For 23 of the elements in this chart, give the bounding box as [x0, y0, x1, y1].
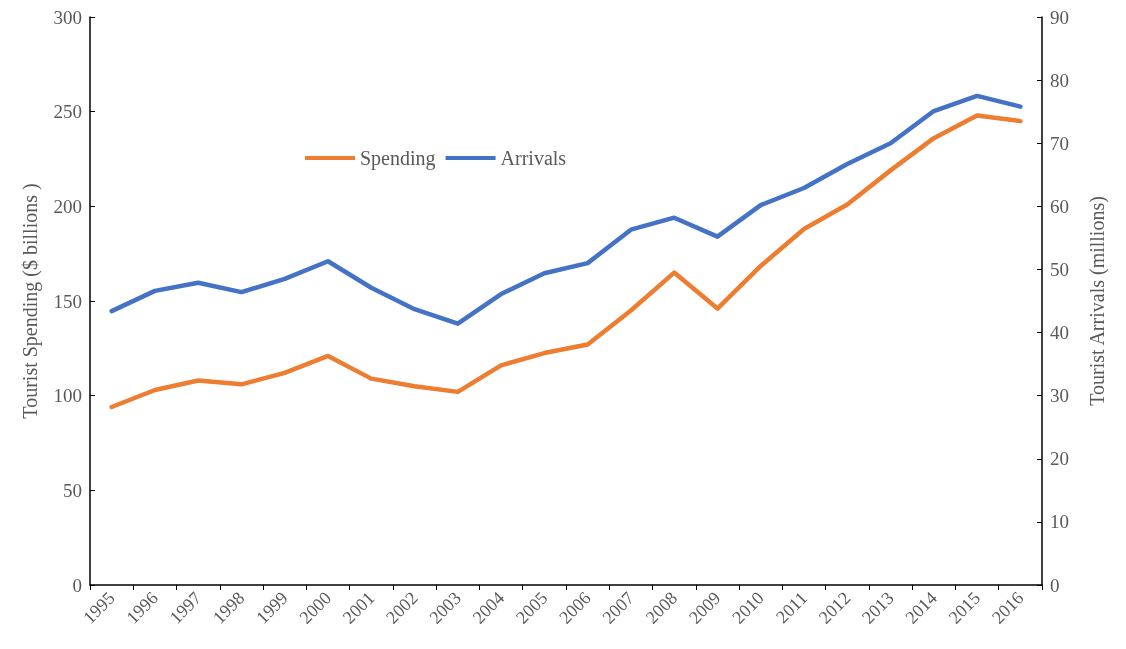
- y2-axis-title: Tourist Arrivals (millions): [1086, 196, 1109, 406]
- y2-tick-label: 70: [1050, 132, 1069, 154]
- y2-tick-label: 40: [1050, 322, 1069, 344]
- y-tick-label: 300: [53, 6, 82, 28]
- y-tick-label: 0: [72, 574, 82, 596]
- y2-tick-label: 80: [1050, 69, 1069, 91]
- legend-label: Spending: [360, 147, 436, 170]
- legend-label: Arrivals: [500, 147, 567, 169]
- y2-tick-label: 50: [1050, 258, 1069, 280]
- y2-tick-label: 60: [1050, 195, 1069, 217]
- y-tick-label: 200: [53, 195, 82, 217]
- y-tick-label: 150: [53, 290, 82, 312]
- y-axis-title: Tourist Spending ($ billions ): [19, 183, 42, 419]
- y-tick-label: 50: [63, 479, 82, 501]
- y-tick-label: 100: [53, 385, 82, 407]
- y2-tick-label: 90: [1050, 6, 1069, 28]
- line-series: [109, 93, 1023, 326]
- y-tick-label: 250: [53, 101, 82, 123]
- y2-tick-label: 30: [1050, 385, 1069, 407]
- y2-tick-label: 0: [1050, 574, 1060, 596]
- line-series: [109, 113, 1023, 410]
- y2-tick-label: 20: [1050, 448, 1069, 470]
- y2-tick-label: 10: [1050, 511, 1069, 533]
